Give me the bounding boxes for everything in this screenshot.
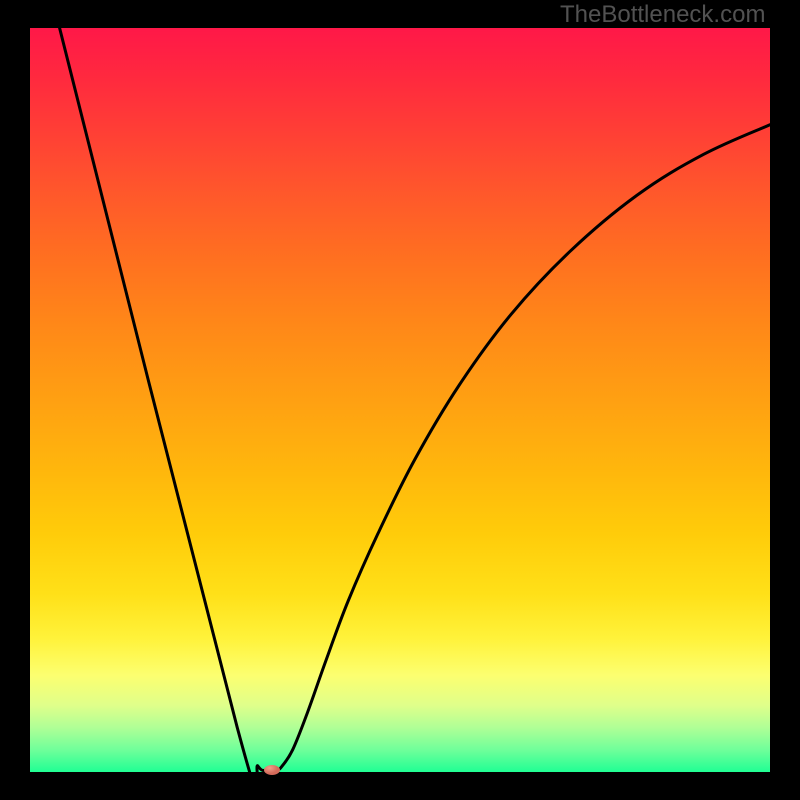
minimum-marker <box>264 765 280 775</box>
curve-left-branch <box>60 28 267 772</box>
plot-area <box>30 28 770 772</box>
watermark-text: TheBottleneck.com <box>560 1 765 29</box>
curve-right-branch <box>278 125 770 770</box>
chart-container: TheBottleneck.com <box>0 0 800 800</box>
curve-layer <box>30 28 770 772</box>
